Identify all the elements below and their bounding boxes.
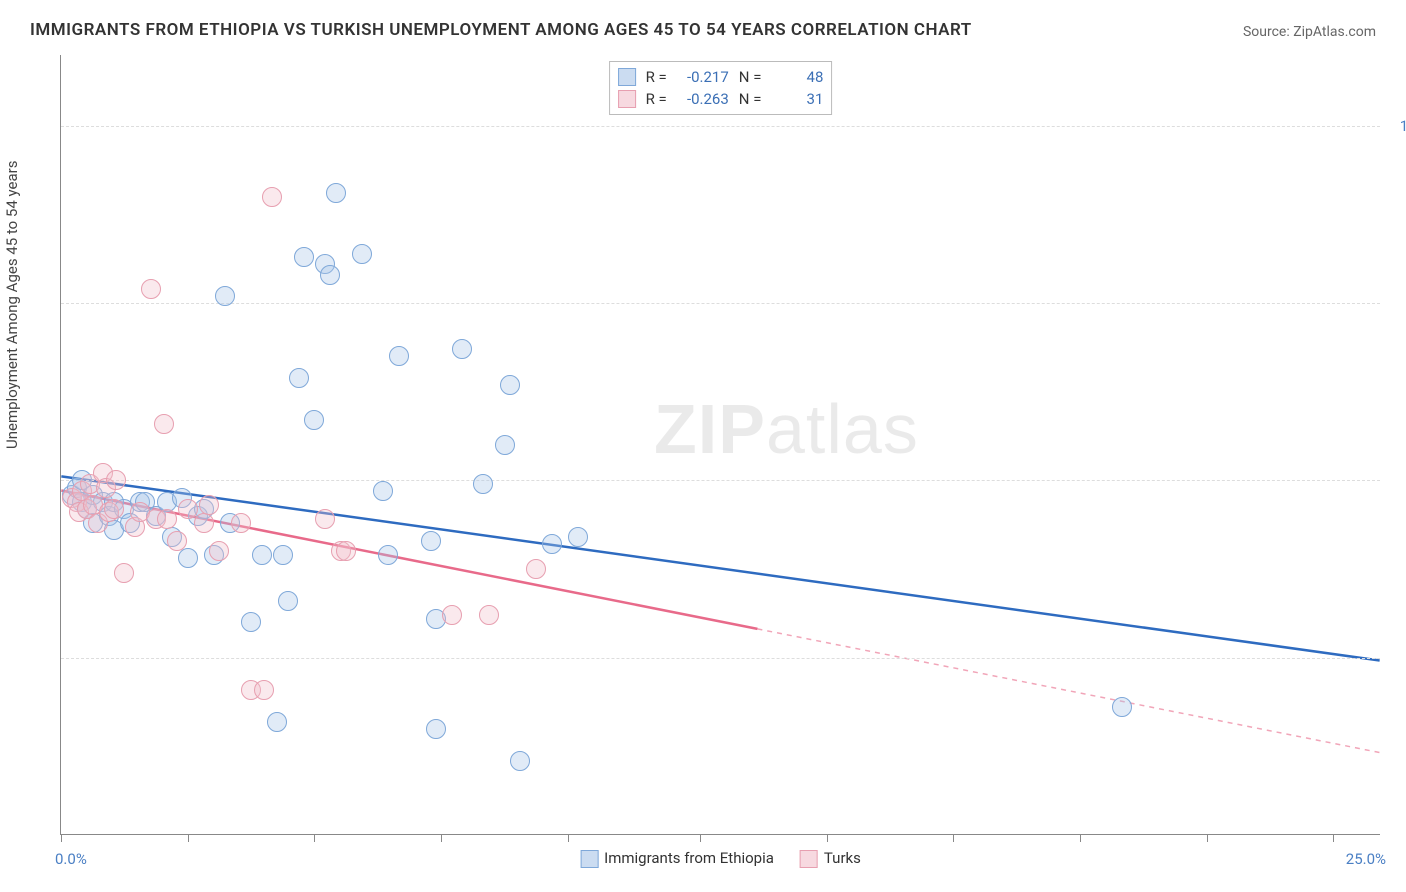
scatter-point — [452, 339, 472, 359]
legend-item-ethiopia: Immigrants from Ethiopia — [580, 849, 774, 868]
scatter-point — [157, 509, 177, 529]
x-tick — [953, 834, 954, 842]
legend-bottom-label-0: Immigrants from Ethiopia — [604, 849, 774, 867]
scatter-point — [262, 187, 282, 207]
x-axis-max-label: 25.0% — [1346, 850, 1386, 868]
scatter-point — [389, 346, 409, 366]
x-tick — [188, 834, 189, 842]
legend-n-label: N = — [739, 68, 762, 86]
scatter-point — [167, 531, 187, 551]
legend-r-val-1: -0.263 — [677, 90, 729, 108]
scatter-point — [320, 265, 340, 285]
gridline-h — [61, 303, 1380, 304]
chart-title: IMMIGRANTS FROM ETHIOPIA VS TURKISH UNEM… — [30, 20, 972, 40]
scatter-point — [106, 470, 126, 490]
x-tick — [61, 834, 62, 842]
legend-bottom-swatch-0 — [580, 850, 598, 868]
legend-n-label: N = — [739, 90, 762, 108]
scatter-point — [568, 527, 588, 547]
scatter-point — [442, 605, 462, 625]
scatter-point — [209, 541, 229, 561]
scatter-point — [273, 545, 293, 565]
y-tick-label: 10.0% — [1400, 117, 1406, 135]
x-tick — [1080, 834, 1081, 842]
scatter-point — [289, 368, 309, 388]
watermark: ZIPatlas — [654, 389, 919, 469]
scatter-point — [479, 605, 499, 625]
scatter-point — [352, 244, 372, 264]
source-name: ZipAtlas.com — [1293, 24, 1376, 40]
legend-r-val-0: -0.217 — [677, 68, 729, 86]
source-attr: Source: ZipAtlas.com — [1243, 24, 1376, 40]
x-tick — [700, 834, 701, 842]
scatter-point — [267, 712, 287, 732]
scatter-point — [315, 509, 335, 529]
scatter-point — [1112, 697, 1132, 717]
scatter-point — [194, 513, 214, 533]
scatter-point — [141, 279, 161, 299]
scatter-point — [154, 414, 174, 434]
scatter-point — [473, 474, 493, 494]
scatter-point — [252, 545, 272, 565]
source-label: Source: — [1243, 24, 1293, 40]
legend-stats: R = -0.217 N = 48 R = -0.263 N = 31 — [609, 61, 833, 115]
scatter-point — [326, 183, 346, 203]
legend-bottom-label-1: Turks — [824, 849, 861, 867]
scatter-point — [495, 435, 515, 455]
scatter-point — [241, 612, 261, 632]
legend-bottom-swatch-1 — [800, 850, 818, 868]
legend-r-label: R = — [646, 90, 667, 108]
legend-stats-row-0: R = -0.217 N = 48 — [618, 66, 824, 88]
scatter-point — [114, 563, 134, 583]
scatter-point — [500, 375, 520, 395]
scatter-point — [254, 680, 274, 700]
x-tick — [314, 834, 315, 842]
gridline-h — [61, 480, 1380, 481]
x-tick — [568, 834, 569, 842]
scatter-point — [373, 481, 393, 501]
legend-stats-row-1: R = -0.263 N = 31 — [618, 88, 824, 110]
plot-area: ZIPatlas R = -0.217 N = 48 R = -0.263 N … — [60, 55, 1380, 835]
gridline-h — [61, 658, 1380, 659]
scatter-point — [278, 591, 298, 611]
trend-lines — [61, 55, 1380, 834]
scatter-point — [426, 719, 446, 739]
scatter-point — [336, 541, 356, 561]
legend-r-label: R = — [646, 68, 667, 86]
scatter-point — [421, 531, 441, 551]
x-axis-min-label: 0.0% — [55, 850, 87, 868]
scatter-point — [526, 559, 546, 579]
legend-swatch-turks — [618, 90, 636, 108]
x-tick — [827, 834, 828, 842]
legend-n-val-0: 48 — [771, 68, 823, 86]
gridline-h — [61, 126, 1380, 127]
x-tick — [1207, 834, 1208, 842]
scatter-point — [294, 247, 314, 267]
legend-swatch-ethiopia — [618, 68, 636, 86]
watermark-bold: ZIP — [654, 390, 766, 468]
legend-series: Immigrants from Ethiopia Turks — [580, 849, 861, 868]
scatter-point — [199, 495, 219, 515]
legend-n-val-1: 31 — [771, 90, 823, 108]
x-tick — [441, 834, 442, 842]
scatter-point — [215, 286, 235, 306]
scatter-point — [510, 751, 530, 771]
legend-item-turks: Turks — [800, 849, 861, 868]
x-tick — [1333, 834, 1334, 842]
watermark-rest: atlas — [766, 390, 919, 468]
scatter-point — [304, 410, 324, 430]
scatter-point — [104, 499, 124, 519]
scatter-point — [178, 548, 198, 568]
y-axis-label: Unemployment Among Ages 45 to 54 years — [3, 161, 21, 449]
scatter-point — [231, 513, 251, 533]
scatter-point — [378, 545, 398, 565]
scatter-point — [542, 534, 562, 554]
